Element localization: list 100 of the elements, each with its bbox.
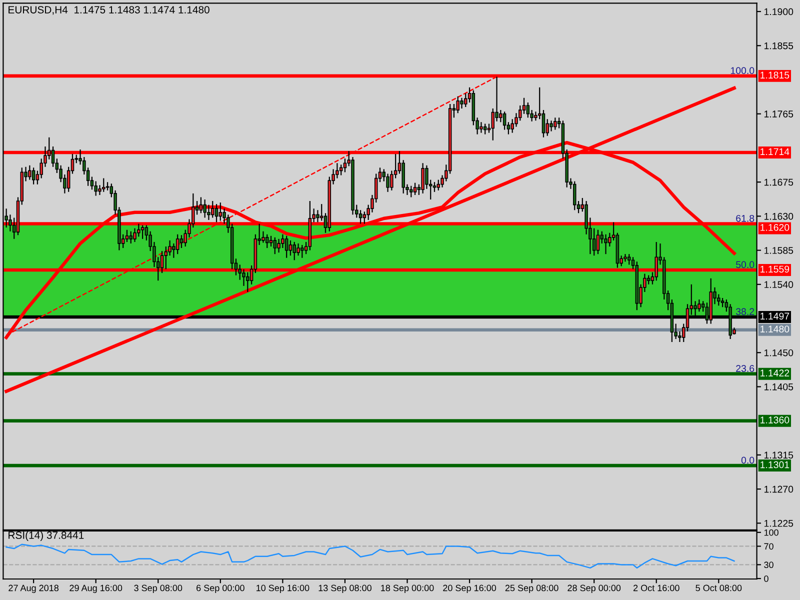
y-tick-label: 1.1315: [764, 452, 794, 459]
candlestick: [554, 117, 557, 130]
candlestick: [502, 111, 506, 130]
candlestick: [51, 146, 55, 168]
candlestick: [292, 241, 296, 261]
y-tick-label: 1.1855: [764, 42, 794, 50]
candlestick: [460, 97, 464, 110]
annotation: 38.2: [736, 308, 754, 316]
candlestick: [160, 250, 164, 274]
candlestick: [102, 178, 106, 192]
candlestick: [218, 202, 222, 222]
candlestick: [133, 228, 136, 242]
candlestick: [596, 229, 600, 255]
ref-line-label: 1.1360: [760, 416, 790, 424]
candlestick: [284, 235, 288, 258]
y-tick-label: 1.1540: [764, 281, 794, 288]
candlestick: [125, 229, 129, 242]
annotation: 61.8: [736, 214, 754, 222]
candlestick: [456, 96, 460, 114]
x-tick-label: 2 Oct 16:00: [633, 584, 680, 592]
candlestick: [499, 110, 502, 123]
y-tick-label: 30: [764, 562, 774, 568]
candlestick: [654, 241, 658, 282]
candlestick: [358, 210, 362, 224]
candlestick: [28, 164, 32, 180]
x-tick-label: 20 Sep 16:00: [443, 584, 496, 593]
y-tick-label: 100: [764, 529, 778, 536]
ref-line-label: 1.1815: [760, 72, 790, 79]
candlestick: [627, 254, 631, 266]
x-tick-label: 13 Sep 08:00: [318, 584, 372, 593]
candlestick: [180, 234, 184, 249]
y-tick-label: 1.1405: [764, 383, 794, 390]
candlestick: [526, 102, 530, 118]
candlestick: [343, 158, 347, 173]
y-tick-label: 0: [764, 576, 768, 582]
ref-line-label: 1.1497: [760, 312, 790, 320]
y-tick-label: 1.1270: [764, 486, 794, 493]
x-tick-label: 18 Sep 00:00: [381, 584, 434, 593]
annotation: 100.0: [730, 67, 754, 74]
candlestick: [246, 272, 250, 293]
y-tick-label: 1.1900: [764, 8, 794, 16]
candlestick: [172, 242, 176, 258]
candlestick: [522, 97, 526, 114]
line-series: [6, 544, 735, 569]
y-tick-label: 1.1765: [764, 110, 794, 118]
y-tick-label: 1.1225: [764, 520, 794, 527]
ref-line-label: 1.1714: [760, 148, 790, 156]
ref-line-label: 1.1620: [760, 224, 790, 231]
x-tick-label: 10 Sep 16:00: [256, 584, 310, 593]
chart-title: EURUSD,H4 1.1475 1.1483 1.1474 1.1480: [8, 6, 210, 15]
annotation: 0.0: [741, 456, 754, 464]
candlestick: [410, 185, 413, 198]
candlestick: [129, 230, 133, 244]
candlestick: [176, 234, 180, 255]
y-tick-label: 1.1630: [764, 212, 794, 220]
x-tick-label: 28 Sep 00:00: [568, 584, 621, 593]
candlestick: [421, 162, 424, 194]
ref-line-label: 1.1480: [760, 326, 790, 332]
candlestick: [573, 180, 576, 211]
candlestick: [300, 244, 304, 258]
candlestick: [269, 235, 273, 248]
x-tick-label: 5 Oct 08:00: [696, 584, 742, 592]
annotation: 23.6: [736, 365, 754, 372]
candlestick: [288, 240, 292, 256]
ref-line-label: 1.1559: [760, 266, 790, 273]
ref-line-label: 1.1301: [760, 461, 790, 468]
x-tick-label: 3 Sep 08:00: [134, 584, 182, 593]
candlestick: [199, 196, 203, 214]
candlestick: [281, 234, 284, 249]
candlestick: [32, 167, 36, 185]
candlestick: [480, 122, 483, 134]
x-tick-label: 29 Aug 16:00: [70, 584, 122, 593]
candlestick: [296, 242, 300, 256]
y-tick-label: 1.1675: [764, 178, 794, 186]
x-tick-label: 6 Sep 00:00: [196, 584, 244, 593]
x-tick-label: 27 Aug 2018: [8, 584, 59, 593]
candlestick: [214, 203, 218, 223]
annotation: 50.0: [736, 261, 754, 268]
x-tick-label: 25 Sep 08:00: [505, 584, 558, 593]
candlestick: [550, 120, 553, 132]
candlestick: [413, 182, 417, 196]
candlestick: [273, 236, 277, 255]
candlestick: [436, 179, 440, 191]
candlestick: [277, 238, 280, 254]
y-tick-label: 1.1450: [764, 349, 794, 356]
candlestick: [265, 234, 269, 249]
candlestick: [698, 298, 701, 312]
y-tick-label: 1.1585: [764, 247, 794, 254]
ref-line-label: 1.1422: [760, 370, 790, 376]
chart-title: RSI(14) 37.8441: [8, 531, 84, 541]
candlestick: [362, 211, 366, 224]
candlestick: [386, 173, 390, 192]
candlestick: [339, 164, 343, 176]
candlestick: [210, 200, 214, 218]
y-tick-label: 70: [764, 543, 774, 550]
candlestick: [432, 182, 436, 192]
candlestick: [94, 180, 98, 196]
candlestick: [604, 234, 608, 255]
candlestick: [646, 274, 650, 285]
candlestick: [203, 198, 206, 218]
